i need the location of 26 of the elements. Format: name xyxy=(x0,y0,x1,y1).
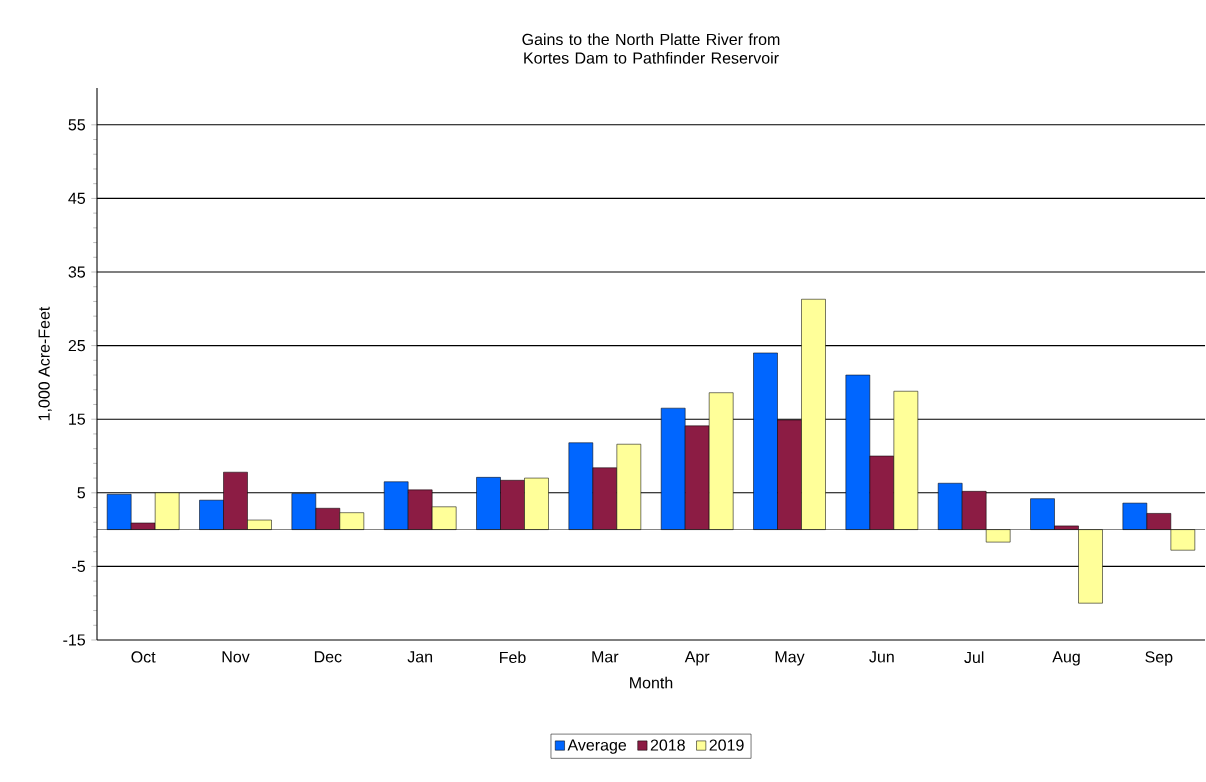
y-tick-label: 55 xyxy=(68,119,86,131)
x-tick-label: Jul xyxy=(964,651,984,664)
x-tick-label: Nov xyxy=(222,651,250,663)
y-axis-title: 1,000 Acre-Feet xyxy=(38,306,52,421)
x-tick-label: Oct xyxy=(131,651,156,663)
x-axis-title: Month xyxy=(630,676,673,689)
x-tick-label: Dec xyxy=(314,651,342,663)
x-tick-label: Aug xyxy=(1052,651,1080,666)
x-tick-label: Feb xyxy=(500,651,526,664)
legend-label: Average xyxy=(567,739,627,754)
y-tick-label: 25 xyxy=(68,339,86,352)
x-tick-label: Mar xyxy=(592,651,619,663)
x-tick-label: Jun xyxy=(869,651,894,663)
y-tick-label: 35 xyxy=(68,266,86,278)
x-tick-label: Sep xyxy=(1145,651,1173,666)
x-tick-label: May xyxy=(775,651,805,666)
y-tick-label: 5 xyxy=(77,487,86,499)
y-tick-label: -15 xyxy=(63,634,86,646)
x-tick-label: Jan xyxy=(407,651,433,663)
x-tick-label: Apr xyxy=(684,651,710,666)
legend-label: 2019 xyxy=(709,739,744,751)
legend-label: 2018 xyxy=(650,739,685,751)
y-tick-label: 15 xyxy=(69,413,86,425)
y-tick-label: -5 xyxy=(72,560,86,572)
y-tick-label: 45 xyxy=(68,192,86,204)
chart-title: Gains to the North Platte River from Kortes Dam to Pathfinder Reservoir xyxy=(522,33,780,64)
